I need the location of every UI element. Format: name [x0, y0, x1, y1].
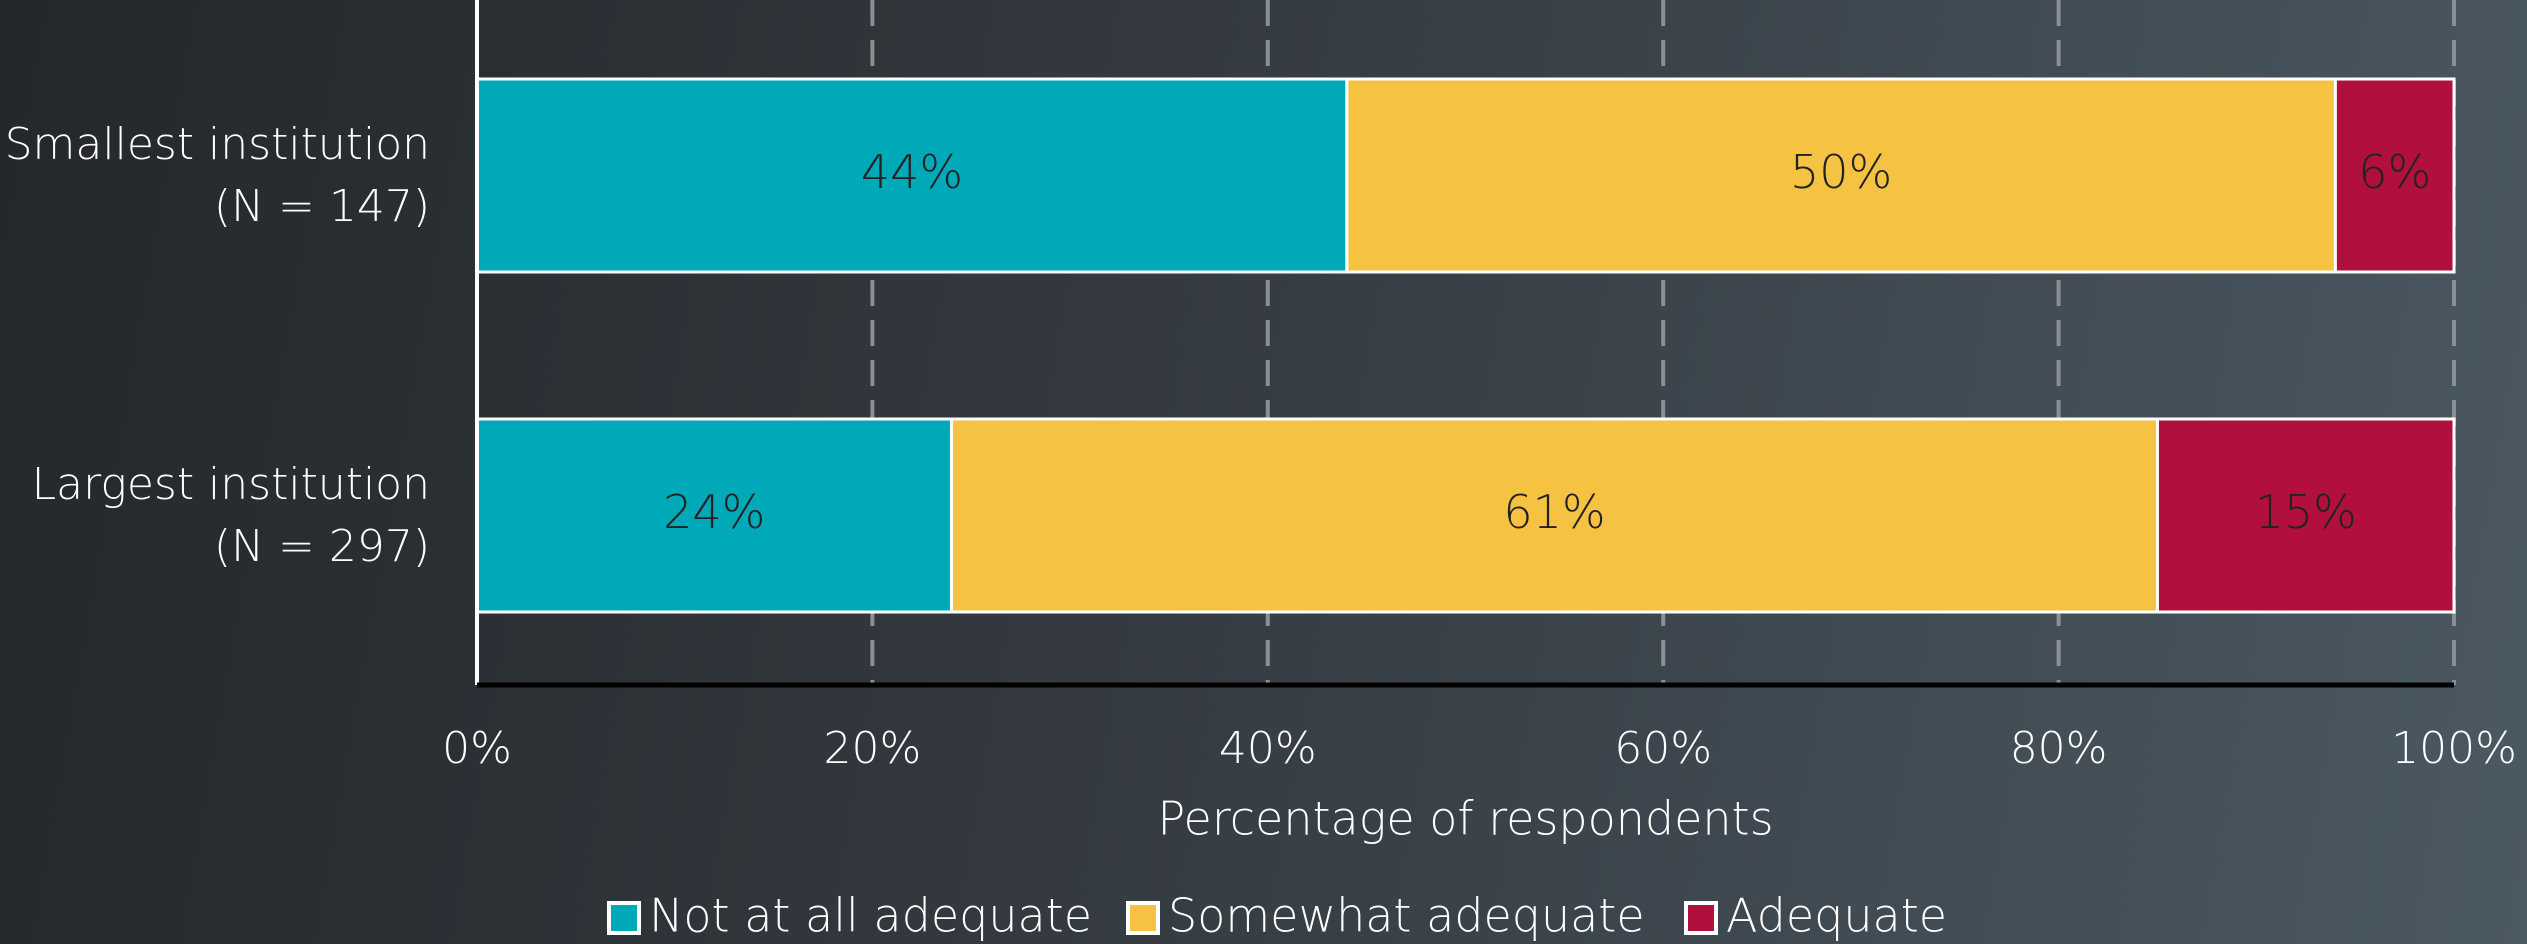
legend-label: Somewhat adequate [1168, 889, 1645, 943]
data-label: 15% [2255, 485, 2357, 539]
x-tick-label: 60% [1614, 723, 1712, 774]
bar-segment [949, 417, 2159, 614]
legend-label: Not at all adequate [649, 889, 1092, 943]
category-label: Largest institution (N = 297) [31, 459, 430, 572]
category-label: Smallest institution (N = 147) [4, 119, 430, 232]
x-tick-label: 20% [824, 723, 922, 774]
bar-segment [2155, 417, 2456, 614]
bar-segment [2333, 77, 2456, 274]
data-label: 6% [2358, 145, 2431, 199]
data-label: 24% [663, 485, 765, 539]
data-label: 61% [1503, 485, 1605, 539]
x-tick-label: 100% [2391, 723, 2517, 774]
legend-label: Adequate [1726, 889, 1947, 943]
legend-swatch [1684, 901, 1718, 935]
x-tick-label: 80% [2010, 723, 2108, 774]
data-label: 50% [1790, 145, 1892, 199]
legend-swatch [607, 901, 641, 935]
legend-swatch [1126, 901, 1160, 935]
data-label: 44% [861, 145, 963, 199]
x-axis-title: Percentage of respondents [1157, 792, 1773, 846]
x-tick-label: 0% [442, 723, 512, 774]
bar-segment [1345, 77, 2337, 274]
x-tick-label: 40% [1219, 723, 1317, 774]
